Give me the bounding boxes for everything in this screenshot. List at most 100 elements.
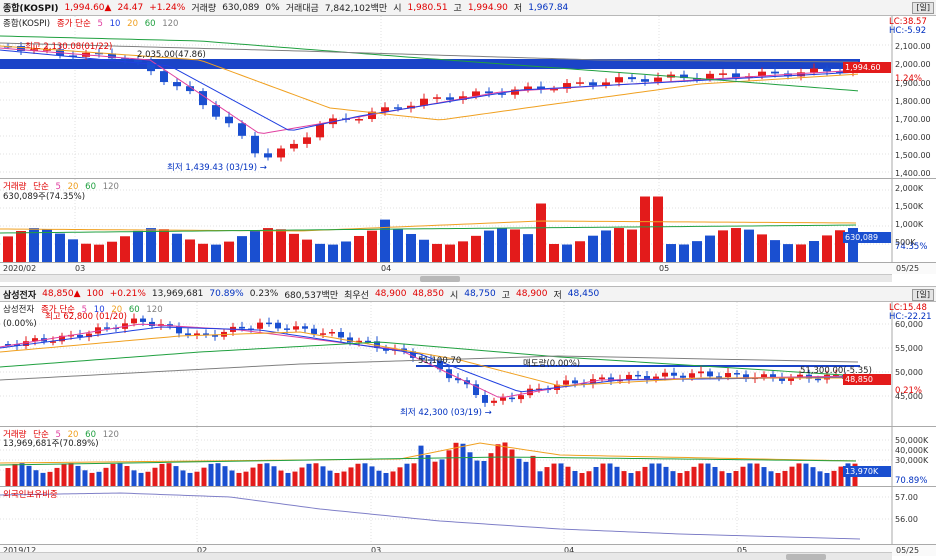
sam-vol-bar — [817, 471, 823, 487]
scroll-thumb[interactable] — [420, 276, 460, 282]
sam-candle — [608, 377, 614, 382]
sam-candle — [365, 340, 371, 343]
date-label: 04 — [381, 264, 392, 273]
sam-legend-title: 삼성전자 — [3, 305, 35, 315]
sam-candle — [527, 388, 533, 396]
sam-candle — [347, 337, 353, 343]
kospi-candle — [251, 135, 259, 154]
sam-candle — [815, 378, 821, 381]
sam-candle — [23, 341, 29, 346]
sam-volume-chart[interactable] — [0, 427, 936, 487]
sam-vol-bar — [348, 467, 354, 487]
foreign-tick: 57.00 — [895, 493, 918, 502]
sam-y-tick: 50,000 — [895, 368, 923, 377]
kospi-volume-pane[interactable]: 거래량 단순 5 20 60 120 630,089주(74.35%) 630,… — [0, 178, 936, 263]
sam-vol-tick: 40,000K — [895, 446, 929, 455]
kospi-candle — [43, 49, 51, 51]
kospi-candle — [784, 73, 792, 77]
sam-open-label: 시 — [449, 290, 459, 301]
sam-candle — [698, 371, 704, 374]
kospi-scrollbar[interactable] — [0, 274, 892, 282]
foreign-ratio-line — [0, 492, 861, 540]
scroll-thumb[interactable] — [786, 554, 826, 560]
sam-candle — [437, 360, 443, 370]
kospi-vol-tick: 1,000K — [895, 220, 924, 229]
sam-vol-bar — [355, 463, 361, 487]
kospi-candle — [615, 77, 623, 83]
kospi-price-chart[interactable] — [0, 16, 936, 178]
sam-vol-bar — [257, 463, 263, 487]
kospi-candle — [524, 86, 532, 90]
kospi-name[interactable]: 종합(KOSPI) — [3, 4, 59, 14]
kospi-candle — [628, 77, 636, 80]
kospi-vol-bar — [744, 229, 754, 263]
sam-vma60-line — [0, 456, 857, 466]
kospi-price-pane[interactable]: 종합(KOSPI) 종가 단순 5 10 20 60 120 최고 2,130.… — [0, 16, 936, 178]
sam-vol-bar — [796, 463, 802, 487]
sam-candle — [185, 333, 191, 336]
legend-ma120: 120 — [162, 19, 179, 29]
kospi-vma20-line — [0, 220, 857, 232]
kospi-vol: 630,089 — [222, 2, 260, 13]
kospi-candle — [680, 74, 688, 79]
sam-candle — [707, 371, 713, 377]
kospi-candle — [836, 71, 844, 73]
kospi-vol-bar — [614, 228, 624, 263]
sam-price-chart[interactable] — [0, 302, 936, 426]
sam-vol-bar — [481, 460, 487, 487]
sam-pct-note: (0.00%) — [3, 319, 37, 329]
kospi-candle — [602, 82, 610, 86]
sam-vol-bar — [677, 472, 683, 487]
kospi-volume-chart[interactable] — [0, 179, 936, 263]
kospi-vol-bar — [640, 196, 650, 263]
sam-vol-bar — [740, 466, 746, 487]
sam-candle — [797, 374, 803, 377]
kospi-legend-ma-label: 종가 단순 — [56, 19, 91, 29]
sam-vol-bar — [68, 463, 74, 487]
kospi-y-tick: 2,100.00 — [895, 42, 931, 51]
foreign-chart[interactable] — [0, 487, 936, 545]
sam-vol-bar — [362, 463, 368, 487]
sam-ma60-line — [0, 341, 859, 377]
kospi-vol-bar — [588, 235, 598, 263]
sam-vol-tick: 50,000K — [895, 436, 929, 445]
kospi-vol-bar — [172, 233, 182, 263]
sam-scrollbar[interactable] — [0, 552, 892, 560]
kospi-candle — [511, 89, 519, 95]
sam-vma20-line — [0, 442, 857, 464]
foreign-pane[interactable]: 외국인보유비중 57.00 56.00 — [0, 486, 936, 545]
sam-candle — [275, 322, 281, 329]
sam-hc: HC:-22.21 — [889, 312, 932, 322]
kospi-vol-bar — [94, 244, 104, 263]
sam-vol-bar — [404, 463, 410, 487]
sam-candle — [14, 344, 20, 346]
sam-price: 48,850▲ — [42, 289, 81, 299]
sam-vol-bar — [495, 444, 501, 487]
kospi-amt: 7,842,102백만 — [324, 4, 388, 14]
kospi-vol-bar — [458, 241, 468, 263]
period-day-button[interactable]: [일] — [912, 2, 934, 14]
sam-candle — [266, 322, 272, 325]
legend-vma20: 20 — [67, 182, 79, 192]
kospi-vol-bar — [445, 244, 455, 263]
sam-vol-bar — [565, 466, 571, 487]
sam-candle — [653, 376, 659, 380]
sam-name[interactable]: 삼성전자 — [3, 290, 37, 301]
sam-period-day-button[interactable]: [일] — [912, 289, 934, 301]
sam-price-pane[interactable]: 삼성전자 종가 단순 5 10 20 60 120 최고 62,800 (01/… — [0, 302, 936, 426]
kospi-vol-bar — [185, 239, 195, 263]
kospi-vol-tag-pct: 74.35% — [895, 242, 928, 252]
kospi-price-legend: 종합(KOSPI) 종가 단순 5 10 20 60 120 — [3, 17, 182, 29]
date-label: 04 — [564, 546, 575, 555]
kospi-candle — [797, 72, 805, 77]
sam-volume-pane[interactable]: 거래량 단순 5 20 60 120 13,969,681주(70.89%) 1… — [0, 426, 936, 487]
sam-candle — [167, 324, 173, 327]
date-label: 2020/02 — [3, 264, 37, 273]
kospi-vol-bar — [536, 203, 546, 263]
sam-vol-pct: 70.89% — [209, 289, 244, 299]
kospi-candle — [823, 68, 831, 72]
kospi-vol-bar — [302, 239, 312, 263]
sam-open: 48,750 — [464, 289, 496, 299]
kospi-y-tick: 1,600.00 — [895, 133, 931, 142]
sam-sub-label: 최우선 — [344, 290, 369, 301]
